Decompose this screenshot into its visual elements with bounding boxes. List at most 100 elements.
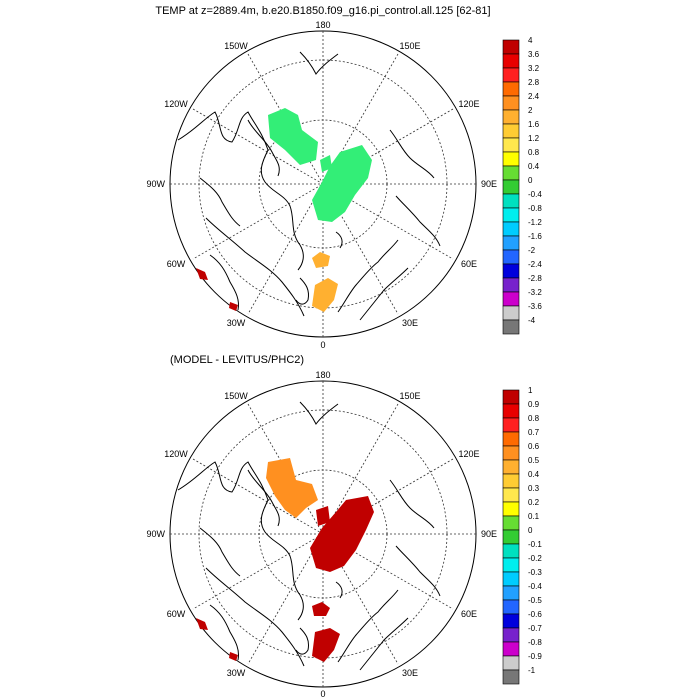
top-colorbar-swatch <box>502 249 520 265</box>
bottom-colorbar-swatch <box>502 403 520 419</box>
bottom-colorbar-label: -0.8 <box>528 638 542 647</box>
top-colorbar-label: 3.2 <box>528 64 540 73</box>
top-colorbar-swatch <box>502 95 520 111</box>
top-label-120w: 120W <box>164 99 188 109</box>
bottom-colorbar-label: 0.5 <box>528 456 540 465</box>
bottom-label-90e: 90E <box>481 529 497 539</box>
bottom-colorbar-swatch <box>502 585 520 601</box>
bottom-label-90w: 90W <box>146 529 165 539</box>
bottom-colorbar-label: 0.2 <box>528 498 540 507</box>
top-colorbar-swatch <box>502 263 520 279</box>
bottom-coastlines <box>177 401 441 671</box>
top-colorbar-swatch <box>502 235 520 251</box>
top-colorbar-swatch <box>502 319 520 335</box>
top-colorbar-label: 0.8 <box>528 148 540 157</box>
bottom-colorbar-label: 0.4 <box>528 470 540 479</box>
bottom-colorbar-swatch <box>502 389 520 405</box>
bottom-label-150e: 150E <box>399 391 420 401</box>
top-colorbar-swatch <box>502 193 520 209</box>
bottom-label-150w: 150W <box>224 391 248 401</box>
top-colorbar-label: -1.2 <box>528 218 542 227</box>
top-panel-title: TEMP at z=2889.4m, b.e20.B1850.f09_g16.p… <box>155 5 490 17</box>
top-label-180: 180 <box>315 20 330 30</box>
top-colorbar-swatch <box>502 81 520 97</box>
bottom-colorbar-label: -0.5 <box>528 596 542 605</box>
top-colorbar-label: -3.2 <box>528 288 542 297</box>
top-label-0: 0 <box>320 340 325 350</box>
top-colorbar-swatch <box>502 137 520 153</box>
bottom-colorbar-swatch <box>502 501 520 517</box>
top-label-30w: 30W <box>227 318 246 328</box>
bottom-colorbar-label: -0.6 <box>528 610 542 619</box>
top-colorbar-swatch <box>502 151 520 167</box>
bottom-panel-title: (MODEL - LEVITUS/PHC2) <box>170 354 304 366</box>
bottom-colorbar-label: -0.7 <box>528 624 542 633</box>
bottom-temperature-field <box>196 458 374 662</box>
bottom-colorbar-swatch <box>502 473 520 489</box>
top-colorbar-swatch <box>502 305 520 321</box>
bottom-colorbar-label: 0 <box>528 526 533 535</box>
top-colorbar-swatch <box>502 123 520 139</box>
bottom-colorbar-swatch <box>502 445 520 461</box>
bottom-colorbar-swatch <box>502 655 520 671</box>
top-label-90e: 90E <box>481 179 497 189</box>
top-colorbar-label: -0.4 <box>528 190 542 199</box>
top-colorbar-label: 1.2 <box>528 134 540 143</box>
bottom-colorbar-swatch <box>502 543 520 559</box>
top-colorbar: 4 3.6 3.2 2.8 2.4 2 1.6 1.2 0.8 0.4 0 -0.4 -0.8 -1.2 -… <box>502 36 542 335</box>
top-polar-map: 180 0 90E 90W 150W 150E 120W 120E 60W 60… <box>146 20 497 350</box>
top-label-90w: 90W <box>146 179 165 189</box>
bottom-colorbar-swatch <box>502 641 520 657</box>
top-colorbar-swatch <box>502 179 520 195</box>
bottom-colorbar-swatch <box>502 487 520 503</box>
top-colorbar-swatch <box>502 53 520 69</box>
top-colorbar-label: 3.6 <box>528 50 540 59</box>
bottom-colorbar-label: 0.8 <box>528 414 540 423</box>
top-colorbar-label: -1.6 <box>528 232 542 241</box>
top-colorbar-swatch <box>502 221 520 237</box>
bottom-colorbar-swatch <box>502 417 520 433</box>
top-colorbar-label: -2.8 <box>528 274 542 283</box>
bottom-colorbar-label: 1 <box>528 386 533 395</box>
bottom-colorbar-swatch <box>502 529 520 545</box>
bottom-colorbar-swatch <box>502 431 520 447</box>
bottom-label-0: 0 <box>320 689 325 699</box>
top-label-120e: 120E <box>458 99 479 109</box>
top-colorbar-label: -4 <box>528 316 536 325</box>
top-coastlines <box>177 51 441 321</box>
bottom-colorbar-swatch <box>502 515 520 531</box>
top-colorbar-label: -3.6 <box>528 302 542 311</box>
bottom-label-120w: 120W <box>164 449 188 459</box>
bottom-colorbar-swatch <box>502 627 520 643</box>
bottom-colorbar-label: 0.9 <box>528 400 540 409</box>
bottom-colorbar-label: 0.6 <box>528 442 540 451</box>
bottom-colorbar-label: -0.3 <box>528 568 542 577</box>
top-temperature-field <box>196 108 372 312</box>
top-colorbar-swatch <box>502 109 520 125</box>
bottom-label-60w: 60W <box>167 609 186 619</box>
bottom-colorbar-label: -1 <box>528 666 536 675</box>
bottom-colorbar-swatch <box>502 599 520 615</box>
top-label-60w: 60W <box>167 259 186 269</box>
top-colorbar-label: 2 <box>528 106 533 115</box>
top-colorbar-label: 2.8 <box>528 78 540 87</box>
bottom-colorbar-label: -0.4 <box>528 582 542 591</box>
bottom-colorbar-label: 0.3 <box>528 484 540 493</box>
top-colorbar-label: 2.4 <box>528 92 540 101</box>
top-colorbar-swatch <box>502 207 520 223</box>
bottom-label-180: 180 <box>315 370 330 380</box>
top-label-150e: 150E <box>399 41 420 51</box>
bottom-label-30e: 30E <box>402 668 418 678</box>
bottom-polar-map: 180 0 90E 90W 150W 150E 120W 120E 60W 60… <box>146 370 497 699</box>
bottom-colorbar-label: 0.7 <box>528 428 540 437</box>
bottom-colorbar-swatch <box>502 557 520 573</box>
top-colorbar-swatch <box>502 165 520 181</box>
bottom-colorbar: 1 0.9 0.8 0.7 0.6 0.5 0.4 0.3 0.2 0.1 0 -0.1 -0.2 -0.… <box>502 386 542 685</box>
top-colorbar-label: -2.4 <box>528 260 542 269</box>
bottom-colorbar-label: -0.9 <box>528 652 542 661</box>
top-label-60e: 60E <box>461 259 477 269</box>
bottom-colorbar-label: -0.1 <box>528 540 542 549</box>
bottom-colorbar-label: 0.1 <box>528 512 540 521</box>
top-colorbar-label: 4 <box>528 36 533 45</box>
top-colorbar-label: 1.6 <box>528 120 540 129</box>
